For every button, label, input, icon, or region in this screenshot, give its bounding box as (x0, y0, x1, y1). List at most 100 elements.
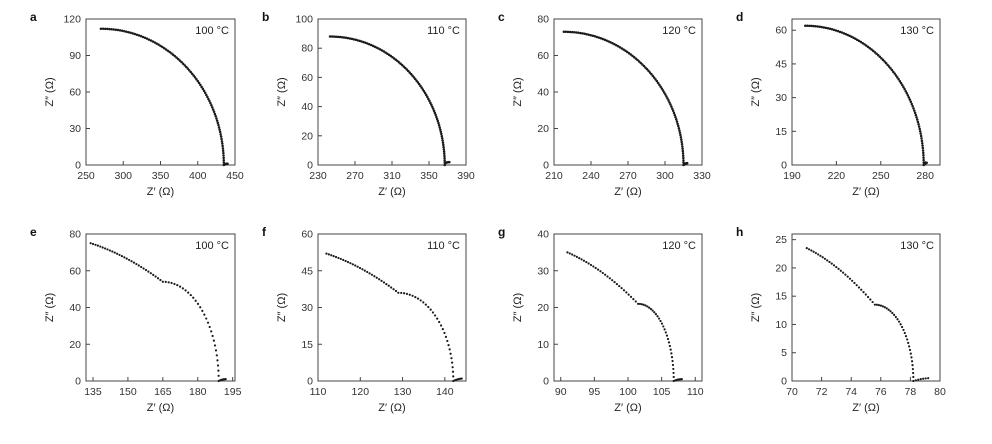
data-point (911, 104, 914, 108)
y-tick-label: 30 (775, 92, 787, 104)
data-point (444, 335, 448, 338)
data-point (659, 319, 662, 323)
data-point (175, 56, 178, 59)
data-point (916, 120, 920, 124)
data-point (368, 272, 371, 275)
data-point (922, 377, 925, 380)
data-point (909, 100, 913, 104)
data-point (203, 91, 207, 95)
data-point (671, 107, 674, 110)
data-point (193, 76, 197, 79)
data-point (427, 97, 430, 101)
data-point (877, 303, 881, 307)
data-point (894, 74, 898, 77)
x-tick-label: 350 (420, 170, 438, 182)
x-tick-label: 165 (154, 386, 172, 398)
x-tick-label: 270 (619, 170, 637, 182)
data-point (342, 258, 345, 262)
data-point (203, 313, 206, 316)
data-point (167, 281, 170, 284)
data-point (671, 109, 675, 113)
data-point (181, 62, 185, 65)
data-point (680, 140, 683, 144)
data-point (178, 59, 182, 62)
data-point (606, 275, 609, 278)
data-point (208, 325, 211, 329)
data-point (896, 318, 899, 321)
data-point (191, 72, 194, 76)
y-tick-label: 5 (781, 347, 787, 359)
data-point (133, 32, 137, 36)
data-point (665, 95, 668, 98)
data-point (422, 90, 426, 93)
data-point (222, 151, 225, 155)
data-point (913, 109, 916, 112)
data-point (885, 307, 888, 310)
data-point (924, 377, 927, 380)
data-point (442, 145, 445, 149)
data-point (184, 289, 187, 292)
y-tick-label: 60 (69, 87, 81, 99)
data-point (848, 277, 852, 280)
data-point (390, 286, 393, 289)
data-point (385, 282, 388, 286)
y-tick-label: 15 (775, 291, 787, 303)
data-point (627, 52, 631, 55)
data-point (570, 30, 574, 34)
data-point (611, 279, 614, 282)
data-point (337, 256, 340, 260)
data-point (430, 103, 433, 106)
data-point (438, 320, 441, 324)
data-point (380, 279, 383, 282)
data-point (153, 41, 157, 44)
data-point (96, 244, 99, 247)
data-point (362, 40, 365, 44)
data-point (373, 275, 376, 278)
data-point (681, 154, 685, 157)
data-point (921, 141, 924, 145)
data-point (842, 32, 846, 35)
data-point (587, 262, 590, 265)
data-point (156, 277, 160, 280)
data-point (804, 24, 807, 27)
data-point (682, 156, 685, 160)
data-point (673, 113, 677, 117)
data-point (648, 306, 651, 309)
data-point (116, 252, 119, 255)
x-tick-label: 105 (653, 386, 671, 398)
data-point (876, 54, 880, 57)
data-point (906, 94, 910, 97)
data-point (196, 302, 200, 305)
panel-h: 70 72 74 76 78 80 0 5 10 15 20 25 Z′ (Ω) Z″ (Ω) h 130 °… (736, 225, 946, 414)
data-point (830, 262, 833, 265)
data-point (436, 317, 439, 320)
data-point (443, 157, 446, 160)
x-tick-label: 400 (189, 170, 207, 182)
data-point (625, 291, 628, 294)
data-point (844, 273, 847, 276)
y-tick-label: 30 (301, 302, 313, 314)
x-tick-label: 210 (545, 170, 563, 182)
y-tick-label: 40 (537, 229, 549, 241)
data-point (110, 28, 113, 31)
data-point (215, 117, 218, 120)
x-tick-label: 230 (309, 170, 327, 182)
y-tick-label: 60 (69, 265, 81, 277)
x-axis-label: Z′ (Ω) (852, 402, 879, 414)
y-tick-label: 45 (775, 58, 787, 70)
data-point (108, 27, 111, 31)
data-point (921, 149, 925, 152)
data-point (440, 132, 443, 136)
data-point (620, 287, 623, 290)
data-point (840, 31, 844, 34)
data-point (670, 356, 674, 359)
data-point (219, 133, 222, 136)
data-point (914, 379, 917, 382)
data-point (438, 126, 441, 129)
data-point (680, 142, 684, 146)
panel-a: 250 300 350 400 450 0 30 60 90 120 Z′ (Ω) Z″ (Ω) a 10… (30, 10, 244, 198)
data-point (596, 268, 600, 271)
data-point (601, 37, 605, 41)
data-point (173, 282, 176, 286)
data-point (431, 107, 435, 110)
